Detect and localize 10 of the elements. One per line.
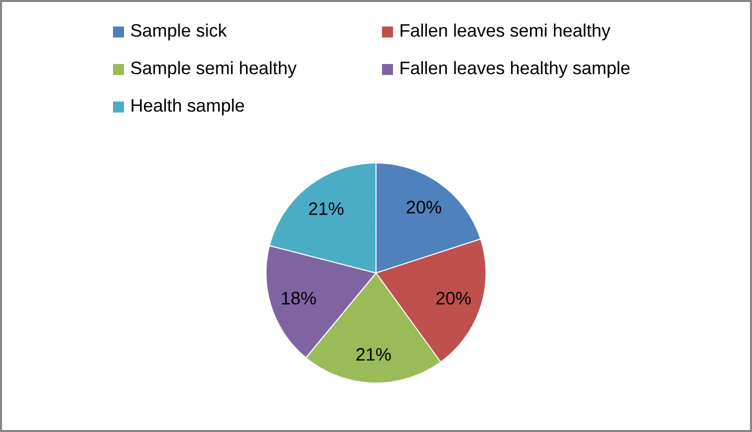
data-label: 20% bbox=[406, 200, 442, 214]
legend-label: Health sample bbox=[132, 98, 244, 116]
legend-label: Fallen leaves healthy sample bbox=[400, 61, 630, 78]
data-label: 20% bbox=[436, 292, 471, 304]
legend-label: Sample sick bbox=[131, 24, 227, 40]
data-label: 21% bbox=[356, 348, 391, 361]
legend-label: Fallen leaves semi healthy bbox=[400, 24, 610, 40]
data-label: 21% bbox=[309, 202, 344, 215]
data-label: 18% bbox=[282, 292, 316, 304]
legend-label: Sample semi healthy bbox=[131, 61, 297, 78]
